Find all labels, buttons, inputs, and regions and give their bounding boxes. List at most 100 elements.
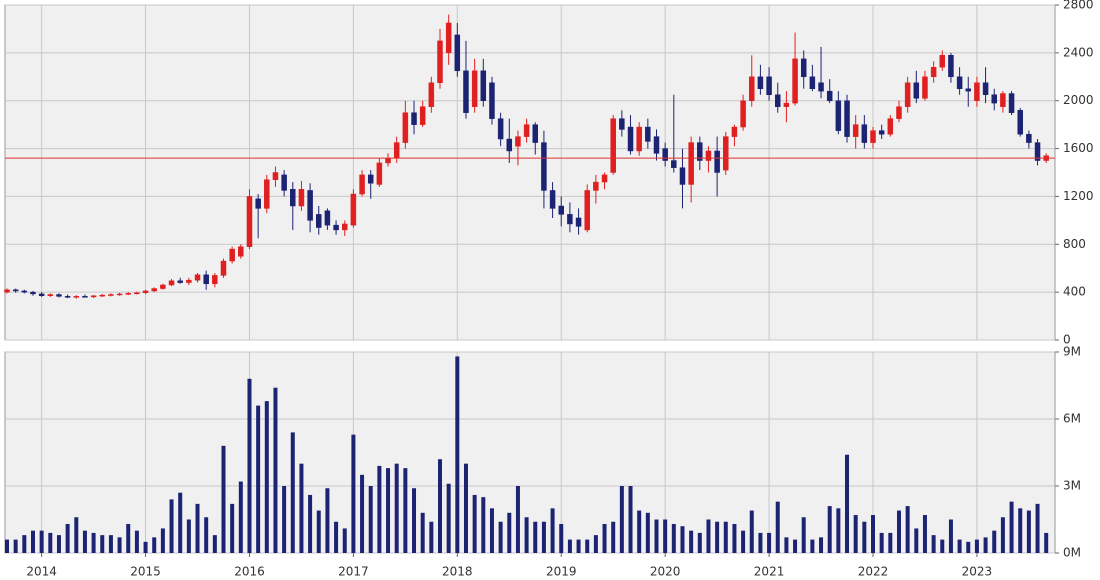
candle-body [56, 294, 62, 297]
volume-bar [914, 528, 919, 553]
candle-body [558, 205, 564, 215]
candle-body [714, 150, 720, 173]
x-tick-label: 2016 [234, 565, 265, 579]
candle-body [671, 160, 677, 168]
candle-body [896, 106, 902, 119]
candle-body [177, 280, 183, 283]
volume-bar [680, 526, 685, 553]
volume-bar [403, 468, 408, 553]
volume-bar [966, 541, 971, 553]
x-tick-label: 2018 [442, 565, 473, 579]
candle-body [662, 148, 668, 161]
candle-body [809, 76, 816, 89]
volume-bar [152, 537, 157, 553]
candle-body [90, 295, 97, 298]
volume-bar [992, 530, 997, 553]
y-tick-label: 0 [1063, 333, 1071, 347]
volume-bar [360, 474, 365, 553]
candle-body [324, 210, 331, 226]
candle-body [186, 279, 192, 283]
candle-body [584, 190, 590, 231]
candle-body [610, 118, 616, 173]
candle-body [402, 112, 409, 143]
volume-bar [723, 521, 728, 553]
candle-body [601, 174, 608, 183]
volume-bar [559, 523, 564, 553]
candle-body [116, 293, 123, 296]
candle-body [393, 142, 400, 159]
candle-body [376, 162, 383, 185]
candle-body [367, 174, 374, 184]
candle-body [991, 94, 997, 104]
volume-bar [446, 483, 451, 553]
candle-body [679, 167, 686, 185]
volume-bar [230, 503, 235, 553]
volume-bar [1026, 510, 1031, 553]
candle-body [636, 126, 642, 152]
volume-bar [472, 494, 477, 553]
volume-bar [957, 539, 962, 553]
candle-body [350, 193, 357, 226]
volume-bar [974, 539, 979, 553]
volume-bar [308, 494, 313, 553]
candle-body [688, 142, 694, 185]
candle-body [160, 284, 166, 289]
volume-bar [342, 528, 347, 553]
candle-body [887, 118, 894, 135]
candle-body [272, 172, 279, 180]
candle-body [506, 138, 513, 152]
candle-body [1000, 93, 1006, 107]
volume-bar [256, 405, 261, 553]
volume-bar [801, 517, 806, 553]
candle-body [982, 82, 989, 95]
volume-bar [377, 465, 382, 553]
volume-bar [351, 434, 356, 553]
candle-body [419, 106, 426, 125]
candle-body [766, 76, 772, 95]
candle-body [21, 290, 28, 293]
candle-body [333, 224, 339, 231]
candle-body [437, 40, 443, 84]
candle-body [783, 102, 790, 107]
volume-bar [264, 401, 269, 553]
volume-bar [481, 497, 486, 553]
volume-bar [412, 488, 417, 553]
candle-body [852, 124, 859, 137]
volume-bar [922, 515, 927, 553]
volume-bar [645, 512, 650, 553]
volume-bar [325, 488, 330, 553]
candle-body [246, 196, 253, 247]
candle-body [480, 70, 487, 101]
x-tick-label: 2015 [130, 565, 161, 579]
candle-body [497, 118, 504, 140]
candle-body [757, 76, 764, 89]
candle-body [697, 142, 703, 161]
volume-bar [871, 515, 875, 553]
candle-body [645, 126, 651, 142]
candle-body [878, 130, 885, 135]
candle-body [619, 118, 625, 130]
volume-bar [74, 517, 79, 553]
candle-body [238, 246, 244, 257]
volume-bar [195, 503, 200, 553]
candle-body [307, 190, 313, 221]
volume-bar [862, 521, 867, 553]
x-tick-label: 2023 [962, 565, 993, 579]
candle-body [134, 292, 140, 294]
candle-body [749, 76, 755, 101]
candle-body [965, 88, 972, 92]
volume-bar [515, 486, 520, 553]
volume-bar [810, 539, 815, 553]
volume-bar [888, 532, 893, 553]
candle-body [108, 294, 114, 296]
volume-bar [697, 532, 702, 553]
candle-body [203, 274, 209, 285]
volume-bar [368, 486, 373, 553]
volume-bar [619, 486, 624, 553]
candle-body [411, 112, 417, 125]
volume-bar [204, 517, 209, 553]
candle-body [212, 275, 218, 285]
y-tick-label: 1200 [1063, 189, 1094, 203]
candle-body [194, 274, 201, 281]
candle-body [30, 291, 36, 295]
